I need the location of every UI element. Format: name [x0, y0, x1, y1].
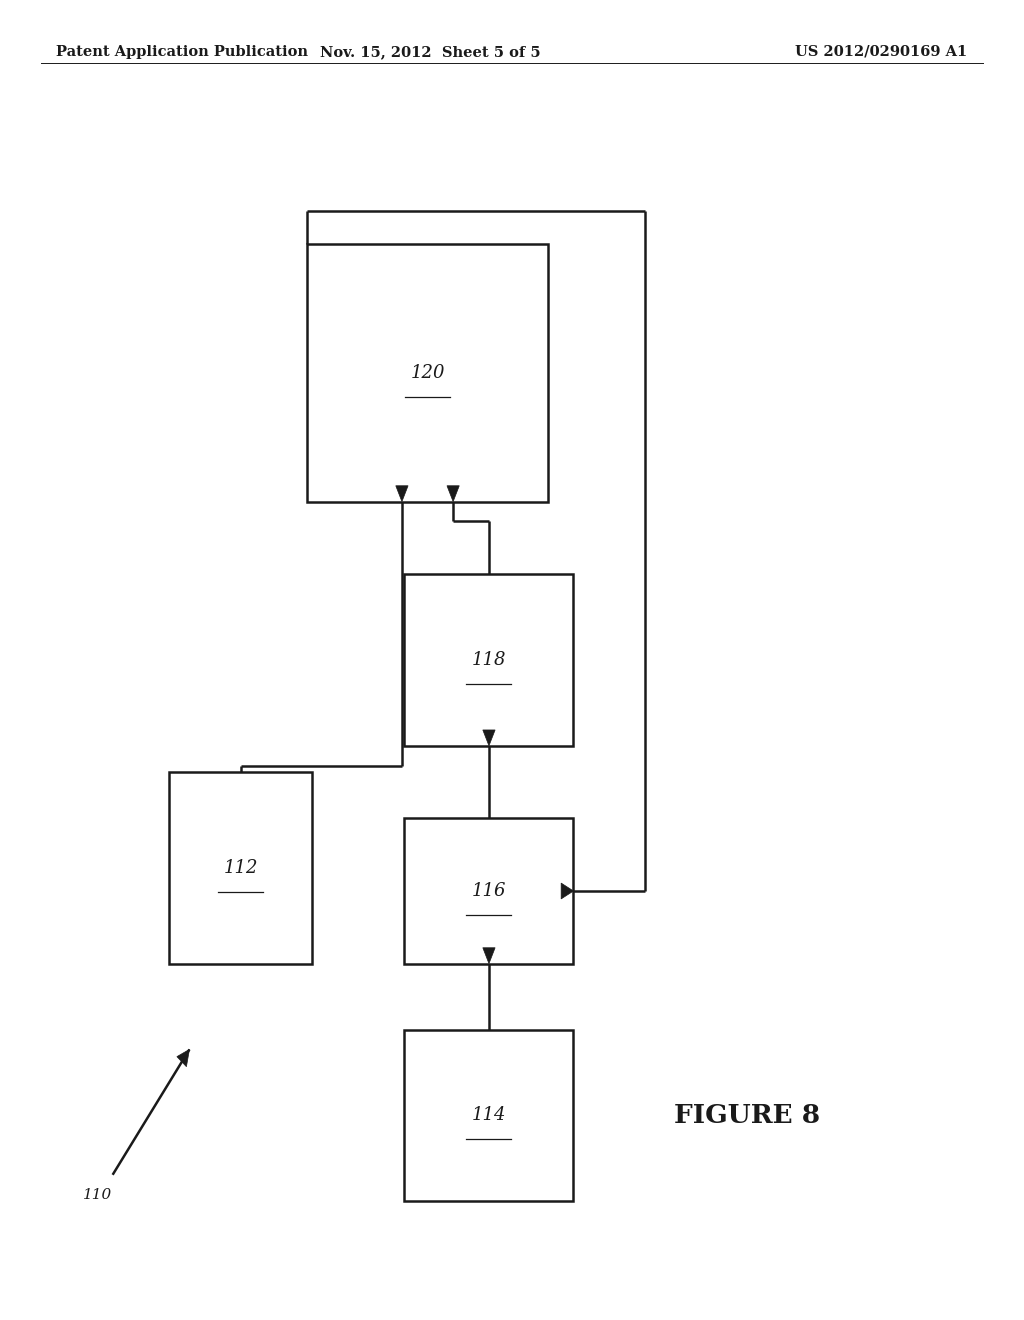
Bar — [307, 244, 548, 502]
Text: Patent Application Publication: Patent Application Publication — [56, 45, 308, 59]
Polygon shape — [561, 883, 573, 899]
Text: 112: 112 — [223, 859, 258, 876]
Text: 110: 110 — [83, 1188, 112, 1201]
Text: Nov. 15, 2012  Sheet 5 of 5: Nov. 15, 2012 Sheet 5 of 5 — [319, 45, 541, 59]
Text: 116: 116 — [472, 882, 506, 900]
Bar — [169, 772, 312, 964]
Polygon shape — [395, 486, 408, 502]
Text: FIGURE 8: FIGURE 8 — [675, 1104, 820, 1127]
Polygon shape — [177, 1049, 189, 1067]
Text: 118: 118 — [472, 651, 506, 669]
Text: 114: 114 — [472, 1106, 506, 1125]
Bar — [404, 818, 573, 964]
Bar — [404, 574, 573, 746]
Text: 120: 120 — [411, 364, 444, 381]
Polygon shape — [446, 486, 459, 502]
Polygon shape — [483, 730, 496, 746]
Bar — [404, 1030, 573, 1201]
Text: US 2012/0290169 A1: US 2012/0290169 A1 — [796, 45, 968, 59]
Polygon shape — [483, 948, 496, 964]
